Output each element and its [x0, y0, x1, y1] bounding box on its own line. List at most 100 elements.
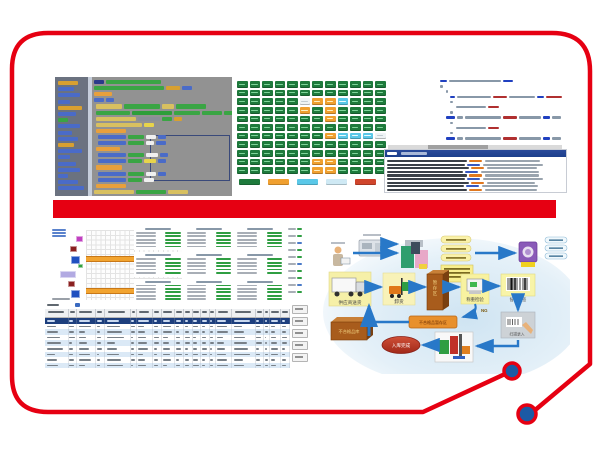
scrollbar-thumb	[428, 145, 488, 149]
cell-text	[184, 342, 191, 344]
metric-value	[266, 291, 282, 294]
status-cell-text	[238, 100, 245, 102]
metric-label	[136, 232, 156, 234]
cell-text	[138, 353, 144, 356]
status-cell	[299, 167, 311, 174]
palette-block	[58, 124, 80, 129]
status-cell	[350, 81, 361, 88]
status-cell-text	[314, 161, 321, 163]
header-text	[131, 311, 136, 313]
metric-value	[266, 261, 282, 264]
header-text	[96, 311, 103, 313]
side-metric-value	[297, 249, 302, 251]
table-cell	[281, 362, 290, 369]
status-cell-text	[364, 161, 371, 163]
status-cell	[312, 89, 324, 97]
status-cell	[237, 141, 248, 149]
log-line-text	[387, 188, 467, 191]
metric-value	[165, 271, 181, 274]
code-token	[446, 90, 448, 93]
metric-label	[186, 258, 207, 261]
status-cell-text	[351, 161, 359, 163]
cell-text	[46, 359, 57, 361]
legend-chip	[268, 179, 289, 185]
status-cell-text	[288, 135, 296, 137]
status-cell-text	[339, 118, 346, 120]
code-block	[96, 110, 130, 115]
metric-line	[186, 232, 232, 234]
cell-text	[201, 336, 206, 339]
cell-text	[201, 364, 206, 367]
status-cell-text	[301, 83, 308, 85]
done-ellipse: 入库完成	[381, 336, 421, 354]
log-line-highlight	[466, 185, 479, 188]
status-cell	[350, 132, 361, 140]
table-cell	[256, 362, 265, 369]
status-cell-text	[376, 92, 384, 94]
status-cell-text	[301, 109, 308, 111]
code-block	[174, 116, 182, 121]
metric-label	[186, 265, 207, 267]
side-metric-label	[288, 249, 296, 251]
status-cell	[249, 167, 261, 174]
status-cell-text	[364, 83, 371, 85]
cell-text	[271, 336, 277, 339]
side-button	[292, 317, 308, 326]
cell-text	[233, 331, 244, 333]
code-block	[98, 141, 126, 146]
table-header-cell	[270, 309, 282, 317]
cell-text	[210, 348, 212, 350]
header-text	[264, 311, 269, 313]
status-cell	[274, 98, 286, 105]
code-token	[552, 116, 561, 119]
cell-text	[138, 336, 147, 339]
cell-text	[271, 353, 279, 356]
legend-chip	[355, 179, 376, 185]
status-cell	[325, 106, 336, 114]
cell-text	[233, 359, 243, 361]
side-metric-label	[288, 270, 296, 272]
cell-text	[96, 353, 100, 356]
cell-text	[201, 348, 207, 350]
cell-text	[131, 353, 135, 356]
cell-text	[131, 364, 134, 367]
cell-text	[184, 359, 189, 361]
side-button	[292, 353, 308, 362]
table-header-cell	[281, 309, 290, 317]
metric-label	[136, 291, 156, 294]
status-cell-text	[276, 100, 283, 102]
metric-value	[266, 271, 282, 274]
code-block	[96, 122, 142, 127]
log-line-text	[485, 160, 540, 163]
status-cell	[362, 141, 374, 149]
header-text	[154, 311, 160, 313]
cell-text	[201, 359, 205, 361]
status-cell	[312, 115, 324, 123]
status-cell	[287, 98, 298, 105]
status-cell	[312, 158, 324, 166]
cell-text	[69, 331, 75, 333]
status-cell-text	[251, 135, 258, 137]
metric-value	[165, 265, 181, 267]
status-cell	[249, 106, 261, 114]
status-cell	[362, 124, 374, 131]
code-block	[96, 128, 126, 133]
metric-line	[136, 242, 181, 244]
status-cell	[362, 89, 374, 97]
status-cell-text	[376, 170, 384, 171]
status-cell	[262, 98, 273, 105]
cell-text	[193, 320, 198, 322]
metric-value	[216, 245, 232, 248]
status-cell-text	[251, 100, 258, 102]
metric-line	[136, 294, 181, 297]
status-cell-text	[263, 92, 271, 94]
metric-label	[136, 265, 156, 267]
cell-text	[193, 353, 198, 356]
status-cell	[312, 132, 324, 140]
cell-text	[138, 325, 145, 328]
cell-text	[193, 348, 198, 350]
status-cell	[299, 98, 311, 105]
metric-line	[237, 271, 282, 274]
track-icon	[68, 281, 75, 287]
cell-text	[184, 353, 189, 356]
